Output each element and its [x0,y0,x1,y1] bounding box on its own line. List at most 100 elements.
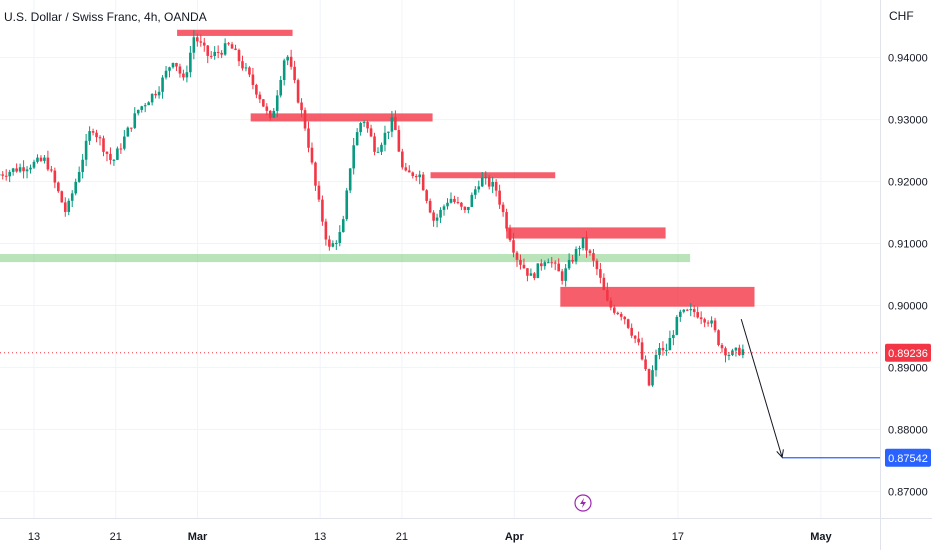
candle-body [411,172,415,177]
x-axis: 1321Mar1321Apr17May1523 [0,518,932,543]
x-tick-label: Mar [188,531,208,543]
candle-body [268,110,272,118]
candle-body [675,316,679,335]
current-price-tag [885,343,931,362]
candle-body [352,145,355,169]
candle-body [22,167,25,172]
candle-body [275,95,279,111]
zone-rect [0,254,691,263]
candle-body [258,94,262,100]
candle-body [651,370,654,386]
candle-body [696,312,699,318]
candle-body [209,55,213,57]
candle-body [519,259,522,265]
candle-body [477,186,481,190]
candle-body [467,206,470,210]
candle-body [571,259,574,262]
candle-body [484,177,488,179]
x-tick-label: 13 [28,531,40,543]
candles [0,30,745,387]
candle-body [126,127,130,137]
candle-body [119,148,123,150]
candle-body [692,309,696,313]
candle-body [262,99,265,107]
candle-body [296,80,300,103]
candle-body [102,138,105,152]
candle-body [689,309,693,311]
candle-body [289,56,293,67]
candle-body [227,43,230,45]
zone-rect [177,29,293,36]
lightning-icon [580,498,586,508]
candle-body [724,348,727,356]
candle-body [592,253,595,261]
candle-body [192,37,196,53]
candle-body [418,174,422,178]
candle-body [25,169,29,172]
candle-body [171,62,175,68]
y-tick-label: 0.88000 [888,424,928,436]
zone-rect [560,286,755,307]
candle-body [508,228,512,241]
candle-body [95,132,98,138]
candle-body [348,168,352,191]
candle-body [199,41,203,43]
candle-body [557,263,560,272]
y-tick-label: 0.89000 [888,362,928,374]
candle-body [414,176,418,178]
candle-body [609,300,613,308]
zone-rect [250,113,433,122]
candle-body [619,313,623,317]
candle-body [168,67,171,71]
candle-body [738,347,741,356]
candle-body [453,198,456,203]
candle-body [77,172,81,182]
candle-body [143,105,147,107]
candle-body [658,347,661,355]
candle-body [237,49,241,62]
candle-body [303,110,307,129]
candle-body [123,136,126,149]
candle-body [345,190,349,220]
candle-body [328,239,331,247]
candle-body [473,189,477,195]
candle-body [727,354,731,356]
candle-body [213,51,216,56]
candle-body [4,175,8,177]
candle-body [53,170,57,183]
zones [0,29,755,307]
candle-body [282,60,286,80]
candle-body [216,51,220,53]
candle-body [91,131,95,133]
candle-body [703,319,706,323]
candle-body [616,312,620,314]
candle-body [685,309,689,311]
candle-body [536,263,540,279]
y-tick-label: 0.91000 [888,239,928,251]
candle-body [394,117,397,131]
candle-body [717,330,720,346]
x-tick-label: 13 [314,531,326,543]
candle-body [39,157,43,161]
candle-body [491,181,494,187]
candle-body [387,131,390,133]
candle-body [633,335,637,339]
candle-body [98,137,102,139]
candle-body [456,202,460,204]
candle-body [380,144,383,152]
candle-body [88,131,91,141]
candle-body [543,262,547,267]
candle-body [567,259,571,269]
candle-body [679,311,682,317]
candle-body [251,74,255,85]
candle-body [661,347,665,351]
candle-body [32,161,36,168]
candle-body [654,354,658,371]
candle-body [335,242,338,244]
candle-body [713,320,717,331]
candle-body [699,317,703,320]
candle-body [70,193,74,201]
candle-body [272,110,276,118]
candle-body [230,44,234,49]
